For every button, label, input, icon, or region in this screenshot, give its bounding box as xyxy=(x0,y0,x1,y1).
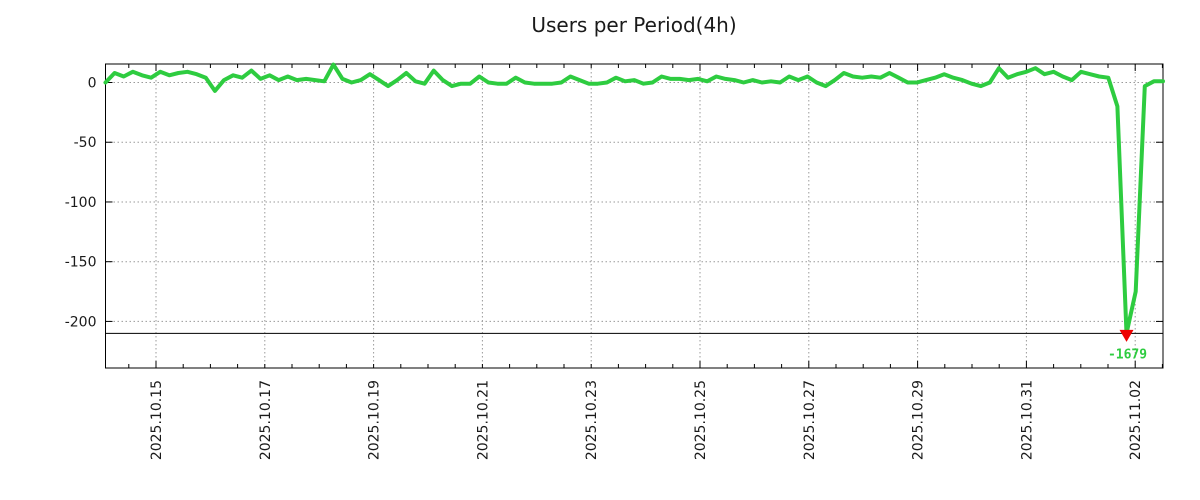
chart-title: Users per Period(4h) xyxy=(531,13,737,37)
x-tick-label: 2025.10.29 xyxy=(911,380,927,460)
x-tick-label: 2025.10.15 xyxy=(149,380,165,460)
y-tick-label: -50 xyxy=(74,135,97,151)
min-marker-icon xyxy=(1119,329,1134,342)
x-tick-label: 2025.10.25 xyxy=(693,380,709,460)
x-tick-label: 2025.10.21 xyxy=(475,380,491,460)
y-tick-label: -200 xyxy=(65,314,97,330)
x-tick-label: 2025.10.17 xyxy=(258,380,274,460)
x-tick-label: 2025.10.19 xyxy=(367,380,383,460)
x-tick-label: 2025.10.27 xyxy=(802,380,818,460)
x-tick-label: 2025.11.02 xyxy=(1128,380,1144,460)
min-value-label: -1679 xyxy=(1108,347,1147,362)
x-tick-label: 2025.10.23 xyxy=(584,380,600,460)
y-tick-label: 0 xyxy=(88,76,97,92)
y-tick-label: -100 xyxy=(65,195,97,211)
plot-border xyxy=(105,63,1164,369)
y-tick-label: -150 xyxy=(65,255,97,271)
series-line xyxy=(103,62,1165,336)
x-tick-label: 2025.10.31 xyxy=(1019,380,1035,460)
